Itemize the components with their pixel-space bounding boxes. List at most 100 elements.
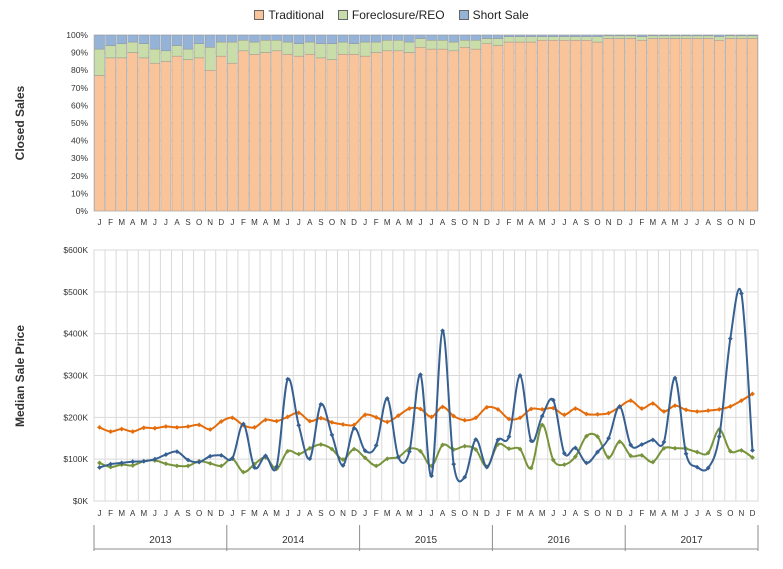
median-price-point-foreclosure-reo (584, 433, 589, 439)
median-price-point-traditional (285, 414, 291, 420)
closed-sales-bar-foreclosure-reo (193, 43, 205, 59)
closed-sales-x-tick-label: M (672, 218, 679, 227)
median-price-x-tick-label: F (108, 509, 113, 518)
median-price-x-tick-label: A (573, 509, 579, 518)
closed-sales-bar-foreclosure-reo (426, 40, 437, 50)
closed-sales-bar-foreclosure-reo (525, 36, 537, 43)
median-price-point-foreclosure-reo (639, 453, 645, 458)
median-price-point-traditional (539, 406, 545, 412)
median-price-x-tick-label: D (351, 509, 357, 518)
closed-sales-bar-foreclosure-reo (238, 40, 249, 52)
closed-sales-bar-traditional (725, 38, 736, 212)
median-price-point-traditional (218, 419, 224, 424)
closed-sales-x-tick-label: S (451, 218, 456, 227)
median-price-point-traditional (462, 417, 468, 423)
closed-sales-bar-short-sale (315, 34, 327, 45)
closed-sales-bar-short-sale (437, 34, 448, 41)
median-price-point-traditional (207, 427, 213, 432)
median-price-point-traditional (119, 426, 125, 432)
closed-sales-bar-foreclosure-reo (725, 35, 736, 39)
median-price-point-traditional (561, 412, 567, 418)
median-price-point-short-sale (329, 432, 335, 438)
median-price-x-tick-label: N (207, 509, 213, 518)
closed-sales-y-tick-label: 90% (71, 48, 88, 58)
median-price-point-short-sale (672, 375, 678, 381)
closed-sales-bar-foreclosure-reo (359, 41, 371, 57)
closed-sales-bar-foreclosure-reo (636, 36, 648, 41)
closed-sales-x-tick-label: S (717, 218, 722, 227)
closed-sales-y-tick-label: 40% (71, 136, 88, 146)
median-price-point-traditional (362, 412, 368, 418)
closed-sales-bar-short-sale (481, 34, 493, 39)
median-price-x-tick-label: M (384, 509, 391, 518)
closed-sales-x-tick-label: F (639, 218, 644, 227)
median-price-point-foreclosure-reo (539, 422, 545, 428)
closed-sales-x-tick-label: O (727, 218, 733, 227)
closed-sales-bar-foreclosure-reo (116, 43, 127, 59)
closed-sales-bar-foreclosure-reo (149, 48, 161, 64)
median-price-point-traditional (473, 415, 479, 421)
median-price-point-foreclosure-reo (595, 434, 600, 439)
median-price-point-foreclosure-reo (384, 456, 390, 462)
closed-sales-bar-traditional (238, 50, 249, 212)
median-price-point-traditional (307, 418, 313, 424)
closed-sales-bar-traditional (116, 57, 127, 212)
median-price-point-traditional (263, 417, 268, 423)
closed-sales-bar-short-sale (503, 34, 515, 37)
closed-sales-x-tick-label: M (517, 218, 524, 227)
median-price-point-short-sale (639, 442, 645, 447)
closed-sales-x-tick-label: J (430, 218, 434, 227)
closed-sales-bar-traditional (548, 40, 559, 212)
closed-sales-bar-foreclosure-reo (747, 35, 758, 39)
median-price-x-tick-label: J (418, 509, 422, 518)
closed-sales-y-tick-label: 70% (71, 83, 88, 93)
median-price-point-foreclosure-reo (750, 455, 755, 460)
closed-sales-x-tick-label: O (329, 218, 335, 227)
median-price-point-foreclosure-reo (528, 465, 534, 471)
closed-sales-bar-foreclosure-reo (536, 36, 548, 41)
closed-sales-bar-foreclosure-reo (415, 38, 426, 48)
closed-sales-bar-short-sale (725, 34, 736, 37)
closed-sales-bar-traditional (669, 38, 681, 212)
closed-sales-bar-traditional (503, 41, 515, 212)
closed-sales-bar-short-sale (536, 34, 548, 37)
closed-sales-bar-traditional (647, 38, 659, 212)
closed-sales-bar-foreclosure-reo (514, 36, 526, 43)
median-price-point-traditional (418, 406, 423, 412)
median-price-x-tick-label: A (396, 509, 402, 518)
legend-swatch-short-sale (458, 10, 469, 20)
median-price-point-traditional (318, 415, 324, 421)
closed-sales-x-tick-label: A (174, 218, 180, 227)
closed-sales-x-tick-label: M (118, 218, 125, 227)
closed-sales-x-tick-label: D (351, 218, 357, 227)
closed-sales-bar-short-sale (702, 34, 714, 37)
closed-sales-bar-short-sale (94, 34, 105, 50)
median-price-point-short-sale (561, 450, 567, 456)
median-price-y-tick-label: $100K (63, 454, 88, 464)
median-price-point-short-sale (252, 465, 257, 470)
median-price-point-foreclosure-reo (97, 460, 102, 466)
closed-sales-bar-traditional (348, 54, 360, 212)
closed-sales-bar-short-sale (404, 34, 415, 43)
closed-sales-bar-traditional (625, 38, 636, 212)
median-price-point-short-sale (716, 434, 722, 439)
closed-sales-bar-short-sale (559, 34, 570, 37)
median-price-point-traditional (573, 406, 578, 411)
median-price-point-traditional (196, 422, 202, 428)
year-label: 2016 (548, 535, 571, 546)
closed-sales-bar-short-sale (204, 34, 216, 48)
median-price-point-foreclosure-reo (218, 463, 224, 469)
closed-sales-bar-traditional (592, 41, 603, 212)
median-price-point-foreclosure-reo (628, 453, 634, 459)
closed-sales-bar-foreclosure-reo (282, 41, 293, 55)
median-price-point-traditional (672, 403, 678, 409)
closed-sales-bar-traditional (138, 57, 150, 212)
median-price-x-tick-label: F (374, 509, 379, 518)
median-price-point-foreclosure-reo (694, 449, 700, 455)
closed-sales-bar-traditional (227, 62, 238, 212)
closed-sales-bar-short-sale (581, 34, 592, 37)
closed-sales-bar-foreclosure-reo (503, 36, 515, 43)
closed-sales-x-tick-label: S (318, 218, 323, 227)
median-price-x-tick-label: O (196, 509, 202, 518)
median-price-x-tick-label: J (562, 509, 566, 518)
